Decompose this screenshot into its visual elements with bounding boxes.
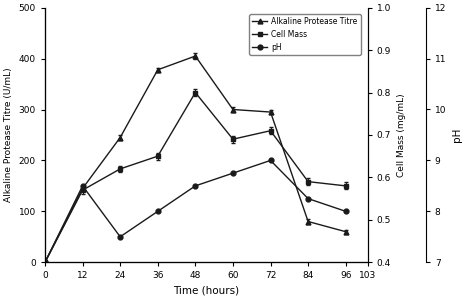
Alkaline Protease Titre [343, 230, 348, 233]
pH [118, 235, 123, 238]
Alkaline Protease Titre [230, 108, 236, 111]
X-axis label: Time (hours): Time (hours) [173, 286, 239, 296]
pH [155, 209, 161, 213]
Line: Cell Mass: Cell Mass [43, 90, 348, 265]
Y-axis label: Alkaline Protease Titre (U/mL): Alkaline Protease Titre (U/mL) [4, 68, 13, 202]
Cell Mass [155, 154, 161, 158]
Cell Mass [268, 129, 273, 133]
pH [343, 209, 348, 213]
Alkaline Protease Titre [192, 54, 198, 58]
Cell Mass [230, 137, 236, 141]
Cell Mass [305, 180, 311, 183]
Cell Mass [42, 260, 48, 264]
pH [42, 260, 48, 264]
Y-axis label: pH: pH [452, 128, 462, 142]
Alkaline Protease Titre [268, 110, 273, 114]
Alkaline Protease Titre [155, 68, 161, 72]
Line: pH: pH [43, 158, 348, 265]
Cell Mass [80, 188, 85, 192]
Cell Mass [192, 91, 198, 94]
Cell Mass [118, 167, 123, 171]
Y-axis label: Cell Mass (mg/mL): Cell Mass (mg/mL) [397, 93, 406, 177]
pH [268, 159, 273, 162]
Legend: Alkaline Protease Titre, Cell Mass, pH: Alkaline Protease Titre, Cell Mass, pH [249, 14, 361, 55]
Line: Alkaline Protease Titre: Alkaline Protease Titre [43, 54, 348, 265]
pH [305, 197, 311, 200]
Alkaline Protease Titre [80, 187, 85, 190]
pH [230, 171, 236, 175]
pH [192, 184, 198, 188]
Alkaline Protease Titre [42, 260, 48, 264]
Alkaline Protease Titre [305, 220, 311, 223]
pH [80, 184, 85, 188]
Cell Mass [343, 184, 348, 188]
Alkaline Protease Titre [118, 136, 123, 139]
